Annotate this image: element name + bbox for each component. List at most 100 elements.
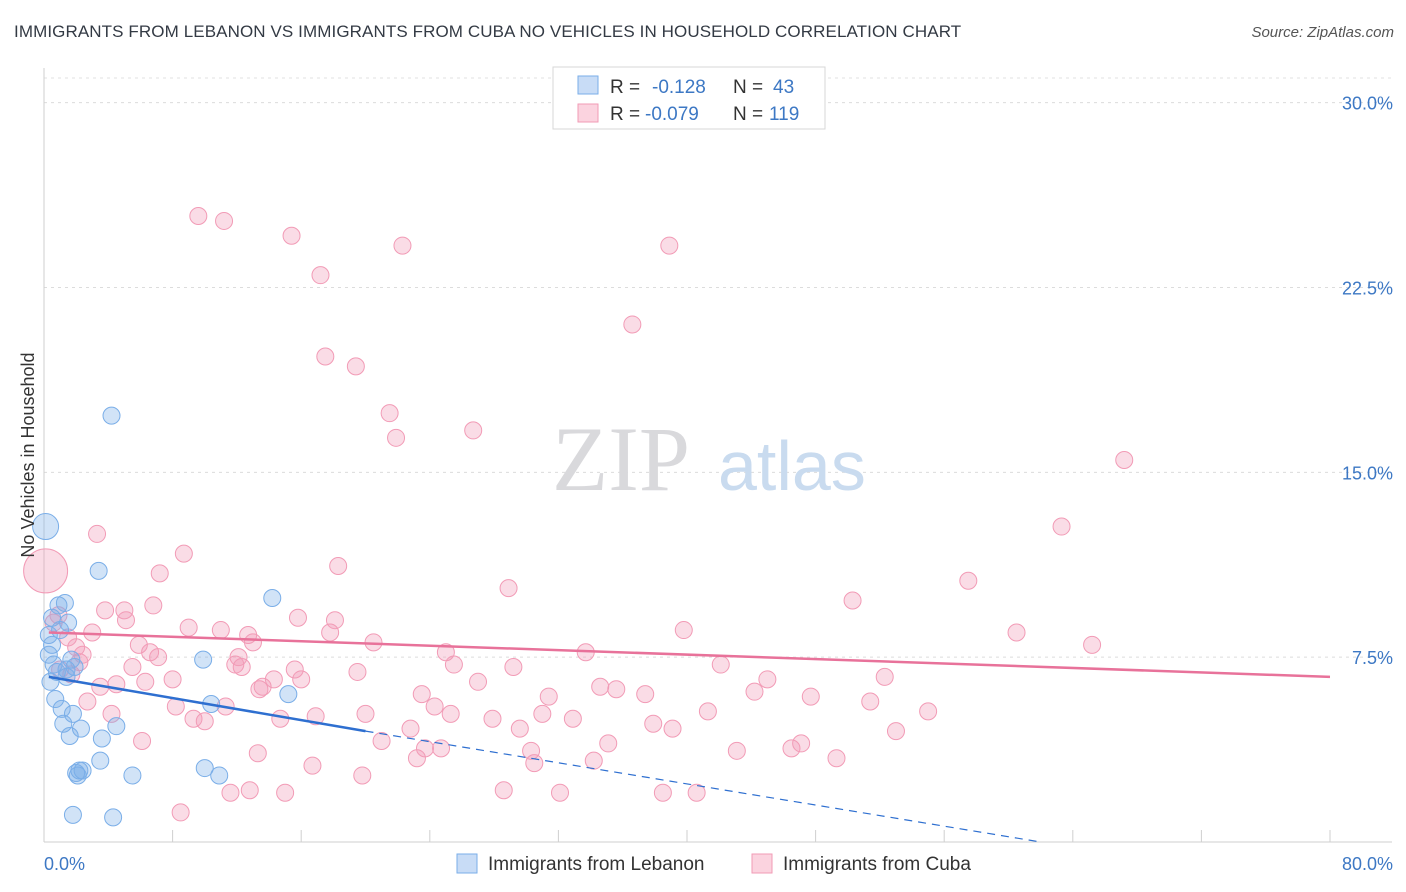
cuba-point (444, 655, 463, 674)
y-tick-label: 15.0% (1342, 463, 1393, 483)
cuba-point (959, 571, 978, 590)
cuba-point (1052, 517, 1071, 536)
cuba-point (288, 608, 307, 627)
legend-r-value: -0.128 (652, 77, 706, 98)
bottom-legend-swatch-cuba (751, 853, 773, 874)
lebanon-point (195, 759, 214, 778)
cuba-point (441, 704, 460, 723)
cuba-point (623, 315, 642, 334)
cuba-point (149, 648, 168, 667)
lebanon-point (263, 589, 282, 608)
cuba-point (163, 670, 182, 689)
cuba-point (415, 739, 434, 758)
cuba-point (189, 207, 208, 226)
cuba-point (221, 783, 240, 802)
lebanon-point (65, 658, 84, 677)
cuba-point (727, 741, 746, 760)
y-axis-title: No Vehicles in Household (18, 352, 38, 557)
trend-line-lebanon-extension (365, 730, 1041, 843)
trend-line-cuba (48, 631, 1331, 679)
cuba-point (144, 596, 163, 615)
cuba-point (372, 731, 391, 750)
cuba-point (346, 357, 365, 376)
legend-swatch-cuba (577, 103, 599, 123)
y-tick-label: 7.5% (1352, 648, 1393, 668)
cuba-point (276, 783, 295, 802)
cuba-point (248, 744, 267, 763)
cuba-point (380, 404, 399, 423)
cuba-point (116, 611, 135, 630)
y-tick-label: 22.5% (1342, 278, 1393, 298)
cuba-point (123, 658, 142, 677)
lebanon-point (59, 613, 78, 632)
lebanon-point (32, 513, 60, 541)
lebanon-point (123, 766, 142, 785)
cuba-point (539, 687, 558, 706)
cuba-point (687, 783, 706, 802)
series-cuba (23, 207, 1134, 822)
cuba-point (525, 754, 544, 773)
x-tick-label: 80.0% (1342, 854, 1393, 874)
cuba-point (133, 731, 152, 750)
legend-n-value: 119 (769, 104, 799, 125)
cuba-point (306, 707, 325, 726)
lebanon-point (73, 761, 92, 780)
y-tick-label: 30.0% (1342, 94, 1393, 114)
cuba-point (78, 692, 97, 711)
source-label: Source: ZipAtlas.com (1251, 24, 1394, 41)
cuba-point (184, 709, 203, 728)
cuba-point (303, 756, 322, 775)
x-tick-label: 0.0% (44, 854, 85, 874)
cuba-point (174, 544, 193, 563)
cuba-point (393, 236, 412, 255)
cuba-point (499, 579, 518, 598)
cuba-point (660, 236, 679, 255)
lebanon-point (46, 690, 65, 709)
cuba-point (745, 682, 764, 701)
cuba-point (96, 601, 115, 620)
cuba-point (875, 667, 894, 686)
cuba-point (329, 556, 348, 575)
cuba-point (584, 751, 603, 770)
legend-r-value: -0.079 (645, 104, 699, 125)
cuba-point (792, 734, 811, 753)
bottom-legend-label-cuba: Immigrants from Cuba (783, 854, 971, 875)
lebanon-point (102, 406, 121, 425)
cuba-point (464, 421, 483, 440)
cuba-point (83, 623, 102, 642)
cuba-point (195, 712, 214, 731)
cuba-point (136, 672, 155, 691)
cuba-point (551, 783, 570, 802)
cuba-point (469, 672, 488, 691)
cuba-point (250, 680, 269, 699)
tick-labels: 7.5% 15.0% 22.5% 30.0% 0.0% 80.0% (44, 94, 1393, 874)
cuba-point (636, 685, 655, 704)
lebanon-point (279, 685, 298, 704)
chart-title: IMMIGRANTS FROM LEBANON VS IMMIGRANTS FR… (14, 22, 962, 41)
cuba-point (663, 719, 682, 738)
legend-n-value: 43 (773, 77, 794, 98)
cuba-point (886, 722, 905, 741)
cuba-point (171, 803, 190, 822)
lebanon-point (63, 805, 82, 824)
legend-n-label: N = (733, 77, 763, 98)
bottom-legend: Immigrants from Lebanon Immigrants from … (456, 853, 971, 875)
legend-r-label: R = (610, 77, 640, 98)
trend-line-lebanon (48, 675, 366, 733)
bottom-legend-swatch-lebanon (456, 853, 478, 874)
cuba-point (88, 524, 107, 543)
lebanon-point (60, 727, 79, 746)
cuba-point (285, 660, 304, 679)
cuba-point (782, 739, 801, 758)
lebanon-point (210, 766, 229, 785)
cuba-point (401, 719, 420, 738)
cuba-point (591, 677, 610, 696)
lebanon-point (39, 645, 58, 664)
cuba-point (861, 692, 880, 711)
cuba-point (356, 704, 375, 723)
gridlines (44, 77, 1392, 658)
cuba-point (353, 766, 372, 785)
cuba-point (801, 687, 820, 706)
series-lebanon (32, 406, 298, 827)
